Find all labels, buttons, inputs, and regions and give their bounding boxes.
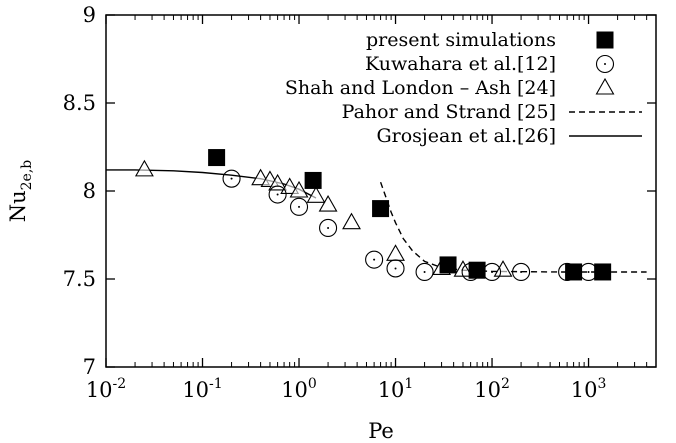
- triangle-marker: [134, 159, 154, 177]
- circle-marker-ring: [222, 169, 241, 188]
- square-marker: [468, 261, 486, 279]
- circle-marker: [415, 262, 434, 282]
- circle-marker-ring: [365, 250, 384, 269]
- circle-marker-ring: [386, 259, 405, 278]
- triangle-marker: [289, 180, 309, 198]
- legend-label: Pahor and Strand [25]: [342, 101, 556, 123]
- circle-marker: [386, 259, 405, 278]
- legend-label: Kuwahara et al.[12]: [365, 53, 556, 75]
- triangle-marker: [386, 244, 405, 261]
- x-tick-label: 100: [281, 376, 317, 402]
- y-axis-label-subscript: 2e,b: [19, 160, 35, 191]
- x-tick-label: 103: [571, 376, 607, 402]
- circle-marker-dot: [373, 258, 376, 261]
- y-tick-label: 7.5: [63, 267, 96, 291]
- legend-entry: Kuwahara et al.[12]: [365, 53, 615, 75]
- x-tick-label-exponent: 3: [597, 376, 606, 392]
- triangle-marker: [342, 212, 361, 230]
- y-tick-label: 9: [83, 3, 96, 27]
- x-tick-label-exponent: 2: [501, 376, 510, 392]
- x-tick-label-exponent: -1: [209, 376, 223, 392]
- legend-label: present simulations: [366, 29, 556, 51]
- square-marker: [372, 200, 390, 218]
- x-tick-label-base: 10: [474, 378, 501, 402]
- circle-marker-dot: [230, 177, 233, 180]
- y-tick-label: 7: [83, 355, 96, 379]
- circle-marker-dot: [423, 270, 426, 273]
- x-tick-label-base: 10: [182, 378, 209, 402]
- circle-marker: [595, 54, 615, 74]
- y-axis-label-base: Nu: [6, 190, 30, 222]
- triangle-marker: [306, 186, 326, 203]
- x-tick-label-base: 10: [571, 378, 598, 402]
- circle-marker-dot: [276, 193, 279, 196]
- square-marker: [565, 263, 583, 281]
- legend-label: Grosjean et al.[26]: [376, 125, 556, 147]
- series-dashed-line: [379, 181, 647, 273]
- circle-marker: [268, 185, 287, 204]
- triangle-marker: [493, 260, 513, 277]
- legend-entry: Pahor and Strand [25]: [342, 101, 642, 123]
- x-axis-label: Pe: [368, 419, 394, 443]
- series-filled-square: [208, 149, 612, 281]
- circle-marker: [512, 262, 531, 282]
- circle-marker-ring: [595, 54, 615, 74]
- circle-marker-ring: [319, 218, 338, 238]
- x-tick-label: 10-1: [182, 376, 222, 402]
- legend-entry: Shah and London – Ash [24]: [285, 77, 615, 99]
- legend-entry: present simulations: [366, 29, 614, 51]
- square-marker: [596, 31, 614, 49]
- square-marker: [439, 256, 457, 274]
- circle-marker-ring: [415, 262, 434, 282]
- series-layer: [106, 149, 647, 282]
- x-tick-label-exponent: -2: [113, 376, 127, 392]
- circle-marker-dot: [298, 205, 301, 208]
- circle-marker: [319, 218, 338, 238]
- circle-marker: [289, 197, 309, 216]
- x-tick-label-base: 10: [86, 378, 113, 402]
- circle-marker-ring: [289, 197, 309, 216]
- legend-entry: Grosjean et al.[26]: [376, 125, 642, 147]
- circle-marker: [365, 250, 384, 269]
- triangle-marker: [268, 173, 288, 191]
- triangle-marker: [318, 194, 338, 212]
- x-tick-label: 102: [474, 376, 510, 402]
- circle-marker: [222, 169, 241, 188]
- x-tick-label-exponent: 1: [404, 376, 413, 392]
- y-tick-label: 8: [83, 179, 96, 203]
- x-tick-label-base: 10: [378, 378, 405, 402]
- circle-marker-dot: [394, 267, 397, 270]
- triangle-marker: [280, 177, 300, 195]
- series-open-circle: [222, 169, 598, 282]
- circle-marker-dot: [604, 63, 606, 65]
- x-tick-label-exponent: 0: [308, 376, 317, 392]
- circle-marker-ring: [268, 185, 287, 204]
- y-axis-label: Nu2e,b: [6, 160, 35, 223]
- x-tick-label: 10-2: [86, 376, 126, 402]
- square-marker: [594, 263, 612, 281]
- x-tick-label-base: 10: [281, 378, 308, 402]
- square-marker: [304, 171, 322, 189]
- y-tick-label: 8.5: [63, 91, 96, 115]
- circle-marker-dot: [491, 270, 494, 273]
- x-tick-label: 101: [378, 376, 414, 402]
- series-line: [379, 181, 647, 273]
- triangle-marker: [595, 77, 615, 95]
- circle-marker-dot: [587, 270, 590, 273]
- circle-marker-dot: [520, 270, 523, 273]
- circle-marker-ring: [512, 262, 531, 282]
- square-marker: [208, 149, 226, 167]
- circle-marker-dot: [327, 226, 330, 229]
- legend-label: Shah and London – Ash [24]: [285, 77, 556, 99]
